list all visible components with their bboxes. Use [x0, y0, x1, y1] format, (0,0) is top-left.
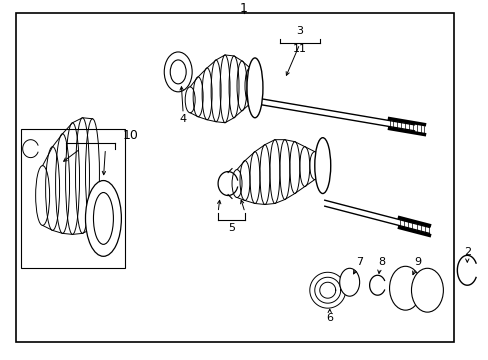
Text: 4: 4: [179, 114, 186, 124]
Ellipse shape: [85, 181, 121, 256]
Ellipse shape: [410, 268, 443, 312]
Text: 3: 3: [296, 26, 303, 36]
Text: 6: 6: [325, 313, 332, 323]
Text: 7: 7: [355, 257, 363, 267]
Text: 11: 11: [292, 44, 306, 54]
Text: 5: 5: [228, 224, 235, 233]
Text: 8: 8: [377, 257, 385, 267]
Text: 1: 1: [240, 1, 247, 15]
Ellipse shape: [314, 138, 330, 194]
Ellipse shape: [164, 52, 192, 92]
Text: 9: 9: [413, 257, 420, 267]
Text: 10: 10: [122, 129, 138, 142]
Text: 2: 2: [463, 247, 470, 257]
Bar: [20, 129, 125, 268]
Ellipse shape: [389, 266, 421, 310]
Ellipse shape: [339, 268, 359, 296]
Bar: [16, 13, 453, 342]
Ellipse shape: [246, 58, 263, 118]
